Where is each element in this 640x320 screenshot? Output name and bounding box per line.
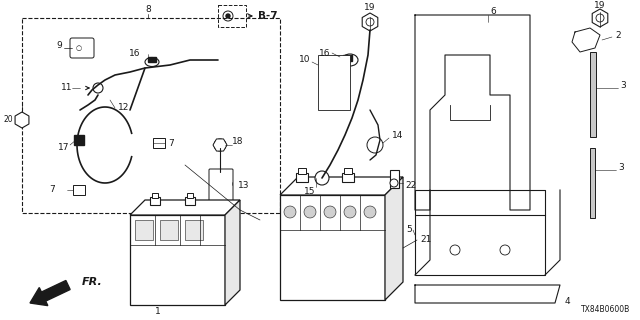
- Text: 12: 12: [118, 103, 129, 113]
- Text: 3: 3: [620, 81, 626, 90]
- Polygon shape: [225, 200, 240, 305]
- Circle shape: [284, 206, 296, 218]
- Text: 3: 3: [618, 164, 624, 172]
- Circle shape: [596, 14, 604, 22]
- Polygon shape: [415, 285, 560, 303]
- Text: 19: 19: [364, 4, 376, 12]
- Circle shape: [450, 245, 460, 255]
- Bar: [280, 195, 385, 300]
- Bar: [342, 173, 354, 182]
- Circle shape: [315, 171, 329, 185]
- Bar: [185, 197, 195, 205]
- Text: 18: 18: [232, 138, 243, 147]
- Bar: [185, 220, 203, 240]
- Text: 21: 21: [420, 236, 431, 244]
- Text: B-7: B-7: [258, 11, 278, 21]
- Text: 2: 2: [615, 30, 621, 39]
- Text: ○: ○: [76, 45, 82, 51]
- Bar: [218, 5, 246, 27]
- Bar: [187, 193, 193, 198]
- Text: 22: 22: [405, 180, 416, 189]
- Polygon shape: [385, 177, 403, 300]
- Text: 19: 19: [595, 2, 605, 11]
- Bar: [590, 52, 596, 137]
- Bar: [148, 57, 156, 62]
- Text: 15: 15: [303, 188, 315, 196]
- Circle shape: [324, 206, 336, 218]
- Circle shape: [226, 14, 230, 18]
- Text: 1: 1: [155, 308, 161, 316]
- Bar: [73, 185, 85, 195]
- Circle shape: [214, 139, 226, 151]
- FancyBboxPatch shape: [209, 169, 233, 201]
- Polygon shape: [130, 200, 240, 215]
- Circle shape: [218, 142, 223, 148]
- Text: 20: 20: [3, 116, 13, 124]
- Text: 16: 16: [129, 50, 140, 59]
- Text: 5: 5: [406, 226, 412, 235]
- Text: 9: 9: [56, 42, 62, 51]
- Circle shape: [93, 83, 103, 93]
- Bar: [130, 215, 225, 305]
- Text: 13: 13: [238, 180, 250, 189]
- Bar: [296, 173, 308, 182]
- Bar: [344, 168, 352, 174]
- Bar: [150, 197, 160, 205]
- Bar: [298, 168, 306, 174]
- Circle shape: [390, 179, 398, 187]
- Bar: [152, 193, 158, 198]
- Bar: [415, 215, 545, 275]
- Text: 10: 10: [298, 55, 310, 65]
- Circle shape: [304, 206, 316, 218]
- Bar: [22, 18, 280, 213]
- Text: 6: 6: [490, 7, 496, 17]
- Bar: [74, 135, 84, 145]
- Circle shape: [366, 18, 374, 26]
- Bar: [590, 148, 595, 218]
- Text: 4: 4: [565, 298, 571, 307]
- Circle shape: [364, 206, 376, 218]
- Bar: [135, 220, 153, 240]
- Ellipse shape: [342, 54, 358, 66]
- Polygon shape: [280, 177, 403, 195]
- Ellipse shape: [145, 58, 159, 67]
- Text: 14: 14: [392, 131, 403, 140]
- Circle shape: [367, 137, 383, 153]
- Circle shape: [344, 206, 356, 218]
- FancyArrow shape: [30, 281, 70, 306]
- Text: 17: 17: [58, 143, 69, 153]
- Text: TX84B0600B: TX84B0600B: [580, 305, 630, 314]
- Circle shape: [500, 245, 510, 255]
- Text: 8: 8: [145, 4, 151, 13]
- Bar: [160, 220, 178, 240]
- Text: 11: 11: [61, 84, 72, 92]
- Bar: [343, 55, 352, 61]
- Text: 7: 7: [168, 139, 173, 148]
- Polygon shape: [572, 28, 600, 52]
- Bar: [318, 55, 350, 110]
- Text: FR.: FR.: [82, 277, 103, 287]
- Bar: [390, 170, 399, 188]
- Bar: [153, 138, 165, 148]
- FancyBboxPatch shape: [70, 38, 94, 58]
- Text: 16: 16: [319, 49, 330, 58]
- Text: 7: 7: [49, 186, 55, 195]
